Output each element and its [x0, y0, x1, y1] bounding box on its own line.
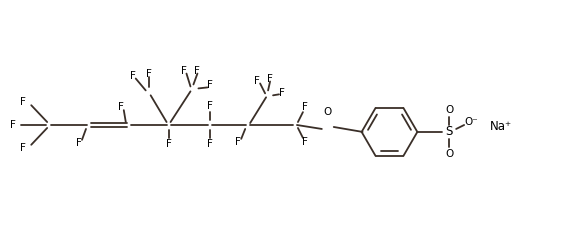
- Text: F: F: [235, 137, 241, 147]
- Text: F: F: [118, 102, 124, 112]
- Text: F: F: [194, 66, 201, 76]
- Text: F: F: [76, 138, 82, 148]
- Text: O: O: [445, 105, 453, 115]
- Text: F: F: [207, 80, 213, 90]
- Text: Na⁺: Na⁺: [490, 120, 512, 134]
- Text: F: F: [21, 143, 26, 153]
- Text: O: O: [445, 149, 453, 159]
- Text: F: F: [207, 101, 213, 111]
- Text: F: F: [279, 88, 285, 98]
- Text: O⁻: O⁻: [464, 117, 478, 127]
- Text: F: F: [302, 137, 308, 147]
- Text: F: F: [207, 139, 213, 149]
- Text: O: O: [324, 107, 332, 117]
- Text: F: F: [10, 120, 17, 130]
- Text: F: F: [21, 97, 26, 107]
- Text: F: F: [146, 68, 152, 78]
- Text: F: F: [181, 66, 186, 76]
- Text: F: F: [267, 74, 273, 84]
- Text: F: F: [130, 70, 136, 81]
- Text: S: S: [446, 126, 453, 138]
- Text: F: F: [254, 76, 260, 86]
- Text: F: F: [166, 139, 172, 149]
- Text: F: F: [302, 102, 308, 112]
